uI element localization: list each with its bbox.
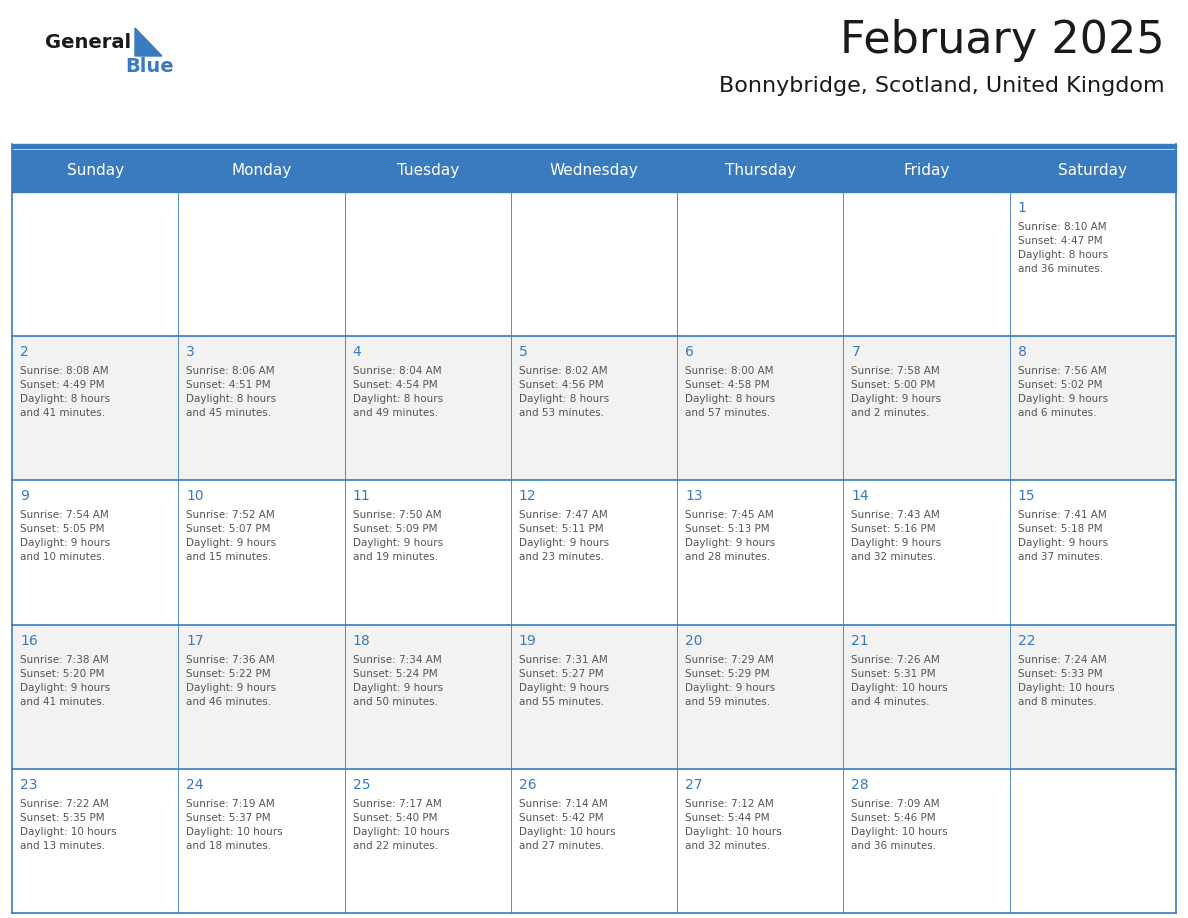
Text: 25: 25 <box>353 778 371 792</box>
Text: Sunrise: 8:04 AM
Sunset: 4:54 PM
Daylight: 8 hours
and 49 minutes.: Sunrise: 8:04 AM Sunset: 4:54 PM Dayligh… <box>353 366 443 419</box>
Bar <box>12 624 1176 768</box>
Polygon shape <box>135 28 162 56</box>
Text: 19: 19 <box>519 633 537 647</box>
Text: Sunrise: 7:47 AM
Sunset: 5:11 PM
Daylight: 9 hours
and 23 minutes.: Sunrise: 7:47 AM Sunset: 5:11 PM Dayligh… <box>519 510 609 563</box>
Text: Sunrise: 8:08 AM
Sunset: 4:49 PM
Daylight: 8 hours
and 41 minutes.: Sunrise: 8:08 AM Sunset: 4:49 PM Dayligh… <box>20 366 110 419</box>
Text: Sunrise: 7:36 AM
Sunset: 5:22 PM
Daylight: 9 hours
and 46 minutes.: Sunrise: 7:36 AM Sunset: 5:22 PM Dayligh… <box>187 655 277 707</box>
Text: Sunrise: 7:09 AM
Sunset: 5:46 PM
Daylight: 10 hours
and 36 minutes.: Sunrise: 7:09 AM Sunset: 5:46 PM Dayligh… <box>852 799 948 851</box>
Text: February 2025: February 2025 <box>840 18 1165 62</box>
Bar <box>12 150 1176 192</box>
Text: Sunrise: 7:12 AM
Sunset: 5:44 PM
Daylight: 10 hours
and 32 minutes.: Sunrise: 7:12 AM Sunset: 5:44 PM Dayligh… <box>685 799 782 851</box>
Text: Sunrise: 8:02 AM
Sunset: 4:56 PM
Daylight: 8 hours
and 53 minutes.: Sunrise: 8:02 AM Sunset: 4:56 PM Dayligh… <box>519 366 609 419</box>
Text: 10: 10 <box>187 489 204 503</box>
Text: Sunrise: 7:58 AM
Sunset: 5:00 PM
Daylight: 9 hours
and 2 minutes.: Sunrise: 7:58 AM Sunset: 5:00 PM Dayligh… <box>852 366 942 419</box>
Text: Sunrise: 8:00 AM
Sunset: 4:58 PM
Daylight: 8 hours
and 57 minutes.: Sunrise: 8:00 AM Sunset: 4:58 PM Dayligh… <box>685 366 776 419</box>
Text: 1: 1 <box>1018 201 1026 215</box>
Text: 18: 18 <box>353 633 371 647</box>
Text: 5: 5 <box>519 345 527 359</box>
Text: 16: 16 <box>20 633 38 647</box>
Text: Sunrise: 7:45 AM
Sunset: 5:13 PM
Daylight: 9 hours
and 28 minutes.: Sunrise: 7:45 AM Sunset: 5:13 PM Dayligh… <box>685 510 776 563</box>
Text: Sunrise: 7:56 AM
Sunset: 5:02 PM
Daylight: 9 hours
and 6 minutes.: Sunrise: 7:56 AM Sunset: 5:02 PM Dayligh… <box>1018 366 1108 419</box>
Text: Sunrise: 7:50 AM
Sunset: 5:09 PM
Daylight: 9 hours
and 19 minutes.: Sunrise: 7:50 AM Sunset: 5:09 PM Dayligh… <box>353 510 443 563</box>
Text: 22: 22 <box>1018 633 1035 647</box>
Text: Sunrise: 7:31 AM
Sunset: 5:27 PM
Daylight: 9 hours
and 55 minutes.: Sunrise: 7:31 AM Sunset: 5:27 PM Dayligh… <box>519 655 609 707</box>
Text: 13: 13 <box>685 489 703 503</box>
Text: General: General <box>45 33 131 52</box>
Text: Sunrise: 7:22 AM
Sunset: 5:35 PM
Daylight: 10 hours
and 13 minutes.: Sunrise: 7:22 AM Sunset: 5:35 PM Dayligh… <box>20 799 116 851</box>
Text: Friday: Friday <box>903 163 949 178</box>
Text: 20: 20 <box>685 633 702 647</box>
Text: Sunrise: 8:10 AM
Sunset: 4:47 PM
Daylight: 8 hours
and 36 minutes.: Sunrise: 8:10 AM Sunset: 4:47 PM Dayligh… <box>1018 222 1108 274</box>
Text: 6: 6 <box>685 345 694 359</box>
Text: Sunrise: 7:19 AM
Sunset: 5:37 PM
Daylight: 10 hours
and 18 minutes.: Sunrise: 7:19 AM Sunset: 5:37 PM Dayligh… <box>187 799 283 851</box>
Text: Sunrise: 7:34 AM
Sunset: 5:24 PM
Daylight: 9 hours
and 50 minutes.: Sunrise: 7:34 AM Sunset: 5:24 PM Dayligh… <box>353 655 443 707</box>
Text: Tuesday: Tuesday <box>397 163 459 178</box>
Text: Sunrise: 7:17 AM
Sunset: 5:40 PM
Daylight: 10 hours
and 22 minutes.: Sunrise: 7:17 AM Sunset: 5:40 PM Dayligh… <box>353 799 449 851</box>
Text: Sunrise: 7:38 AM
Sunset: 5:20 PM
Daylight: 9 hours
and 41 minutes.: Sunrise: 7:38 AM Sunset: 5:20 PM Dayligh… <box>20 655 110 707</box>
Text: Sunrise: 7:52 AM
Sunset: 5:07 PM
Daylight: 9 hours
and 15 minutes.: Sunrise: 7:52 AM Sunset: 5:07 PM Dayligh… <box>187 510 277 563</box>
Text: 26: 26 <box>519 778 537 792</box>
Text: Sunrise: 7:29 AM
Sunset: 5:29 PM
Daylight: 9 hours
and 59 minutes.: Sunrise: 7:29 AM Sunset: 5:29 PM Dayligh… <box>685 655 776 707</box>
Text: 23: 23 <box>20 778 38 792</box>
Bar <box>12 480 1176 624</box>
Text: 14: 14 <box>852 489 870 503</box>
Text: Sunrise: 8:06 AM
Sunset: 4:51 PM
Daylight: 8 hours
and 45 minutes.: Sunrise: 8:06 AM Sunset: 4:51 PM Dayligh… <box>187 366 277 419</box>
Text: 2: 2 <box>20 345 29 359</box>
Text: Sunday: Sunday <box>67 163 124 178</box>
Bar <box>12 144 1176 148</box>
Text: 11: 11 <box>353 489 371 503</box>
Text: Sunrise: 7:43 AM
Sunset: 5:16 PM
Daylight: 9 hours
and 32 minutes.: Sunrise: 7:43 AM Sunset: 5:16 PM Dayligh… <box>852 510 942 563</box>
Text: Sunrise: 7:26 AM
Sunset: 5:31 PM
Daylight: 10 hours
and 4 minutes.: Sunrise: 7:26 AM Sunset: 5:31 PM Dayligh… <box>852 655 948 707</box>
Text: Sunrise: 7:14 AM
Sunset: 5:42 PM
Daylight: 10 hours
and 27 minutes.: Sunrise: 7:14 AM Sunset: 5:42 PM Dayligh… <box>519 799 615 851</box>
Text: 9: 9 <box>20 489 29 503</box>
Text: 24: 24 <box>187 778 204 792</box>
Text: 27: 27 <box>685 778 702 792</box>
Text: Sunrise: 7:24 AM
Sunset: 5:33 PM
Daylight: 10 hours
and 8 minutes.: Sunrise: 7:24 AM Sunset: 5:33 PM Dayligh… <box>1018 655 1114 707</box>
Text: Saturday: Saturday <box>1059 163 1127 178</box>
Text: 28: 28 <box>852 778 870 792</box>
Text: 4: 4 <box>353 345 361 359</box>
Text: 17: 17 <box>187 633 204 647</box>
Bar <box>12 192 1176 336</box>
Text: 8: 8 <box>1018 345 1026 359</box>
Text: Thursday: Thursday <box>725 163 796 178</box>
Text: Wednesday: Wednesday <box>550 163 638 178</box>
Text: 3: 3 <box>187 345 195 359</box>
Text: 21: 21 <box>852 633 870 647</box>
Text: Sunrise: 7:54 AM
Sunset: 5:05 PM
Daylight: 9 hours
and 10 minutes.: Sunrise: 7:54 AM Sunset: 5:05 PM Dayligh… <box>20 510 110 563</box>
Text: Monday: Monday <box>232 163 291 178</box>
Bar <box>12 336 1176 480</box>
Text: 7: 7 <box>852 345 860 359</box>
Bar <box>12 768 1176 913</box>
Text: Blue: Blue <box>125 57 173 75</box>
Text: Bonnybridge, Scotland, United Kingdom: Bonnybridge, Scotland, United Kingdom <box>720 76 1165 96</box>
Text: Sunrise: 7:41 AM
Sunset: 5:18 PM
Daylight: 9 hours
and 37 minutes.: Sunrise: 7:41 AM Sunset: 5:18 PM Dayligh… <box>1018 510 1108 563</box>
Text: 12: 12 <box>519 489 537 503</box>
Text: 15: 15 <box>1018 489 1035 503</box>
